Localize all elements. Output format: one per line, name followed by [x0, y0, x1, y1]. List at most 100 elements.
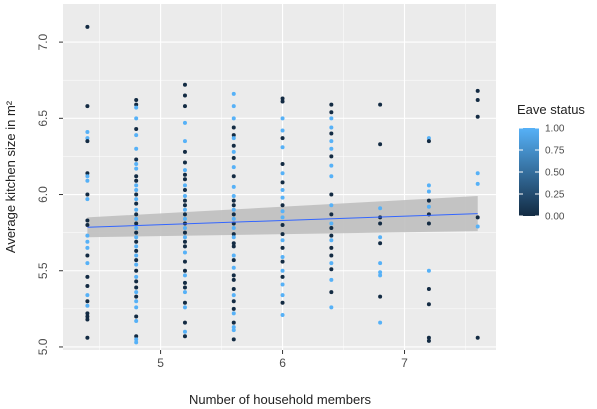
data-point [85, 104, 90, 109]
data-point [426, 204, 431, 209]
data-point [85, 283, 90, 288]
data-point [85, 223, 90, 228]
data-point [231, 265, 236, 270]
data-point [85, 192, 90, 197]
data-point [426, 268, 431, 273]
data-point [231, 133, 236, 138]
data-point [231, 203, 236, 208]
data-point [329, 125, 334, 130]
data-point [134, 105, 139, 110]
data-point [182, 149, 187, 154]
data-point [182, 300, 187, 305]
data-point [280, 209, 285, 214]
data-point [231, 226, 236, 231]
data-point [280, 116, 285, 121]
data-point [85, 314, 90, 319]
data-point [134, 319, 139, 324]
data-point [85, 130, 90, 135]
data-point [134, 102, 139, 107]
data-point [231, 174, 236, 179]
data-point [280, 180, 285, 185]
data-point [134, 279, 139, 284]
data-point [280, 238, 285, 243]
data-point [85, 24, 90, 29]
data-point [231, 104, 236, 109]
data-point [280, 99, 285, 104]
data-point [280, 268, 285, 273]
data-point [378, 221, 383, 226]
data-point [280, 300, 285, 305]
data-point [182, 183, 187, 188]
data-point [475, 215, 480, 220]
data-point [475, 181, 480, 186]
data-point [134, 192, 139, 197]
data-point [329, 102, 334, 107]
data-point [280, 255, 285, 260]
data-point [329, 163, 334, 168]
data-point [231, 143, 236, 148]
data-point [378, 261, 383, 266]
data-point [329, 146, 334, 151]
data-point [182, 160, 187, 165]
data-point [85, 299, 90, 304]
data-point [134, 258, 139, 263]
data-point [182, 273, 187, 278]
trend-line [87, 213, 478, 228]
data-point [134, 207, 139, 212]
data-point [231, 155, 236, 160]
data-point [329, 233, 334, 238]
data-point [231, 277, 236, 282]
data-point [231, 241, 236, 246]
data-point [475, 335, 480, 340]
data-point [231, 328, 236, 333]
data-point [280, 274, 285, 279]
data-point [134, 98, 139, 103]
data-point [329, 253, 334, 258]
legend-tick-label: 0.75 [545, 146, 565, 157]
data-point [134, 183, 139, 188]
data-point [134, 162, 139, 167]
data-point [329, 221, 334, 226]
data-point [426, 287, 431, 292]
data-point [378, 320, 383, 325]
data-point [280, 312, 285, 317]
x-tick-label: 5 [157, 356, 164, 370]
data-point [134, 274, 139, 279]
data-point [182, 168, 187, 173]
data-point [85, 139, 90, 144]
data-point [85, 335, 90, 340]
data-point [231, 337, 236, 342]
data-point [134, 299, 139, 304]
data-point [231, 194, 236, 199]
data-point [134, 116, 139, 121]
data-point [85, 171, 90, 176]
data-point [329, 305, 334, 310]
y-tick-label: 6.5 [36, 110, 50, 127]
data-point [426, 183, 431, 188]
data-point [85, 261, 90, 266]
data-point [134, 235, 139, 240]
data-point [329, 245, 334, 250]
data-point [231, 116, 236, 121]
data-point [231, 91, 236, 96]
data-point [182, 290, 187, 295]
data-point [378, 294, 383, 299]
data-point [182, 230, 187, 235]
data-point [426, 338, 431, 343]
data-point [182, 82, 187, 87]
data-point [134, 133, 139, 138]
data-point [134, 244, 139, 249]
data-point [280, 203, 285, 208]
data-point [231, 212, 236, 217]
data-point [182, 172, 187, 177]
data-point [134, 253, 139, 258]
data-point [378, 235, 383, 240]
data-point [426, 136, 431, 141]
data-point [475, 171, 480, 176]
data-point [134, 216, 139, 221]
data-point [475, 88, 480, 93]
data-point [426, 189, 431, 194]
data-point [378, 270, 383, 275]
data-point [475, 98, 480, 103]
data-point [329, 131, 334, 136]
